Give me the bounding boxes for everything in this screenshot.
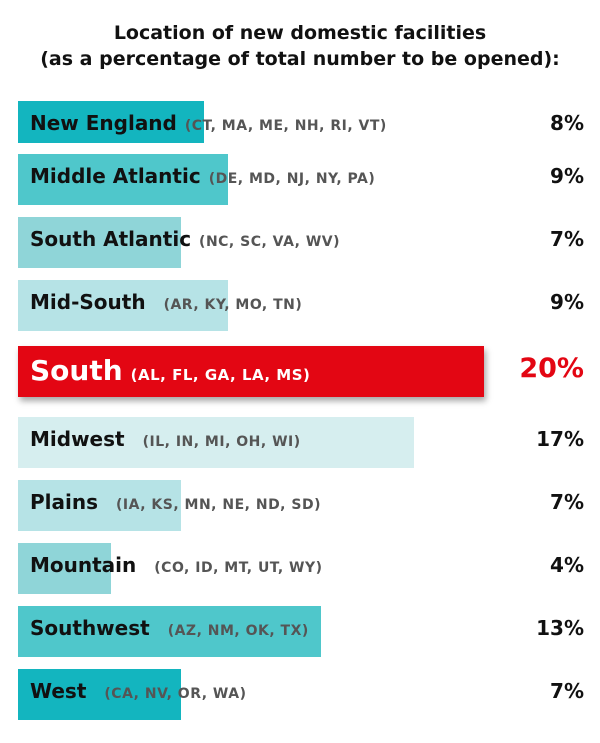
region-states: (CA, NV, OR, WA) [104, 686, 247, 702]
row-label: Mountain (CO, ID, MT, UT, WY) [30, 553, 323, 577]
chart-title-line-1: Location of new domestic facilities [113, 22, 487, 44]
value-label: 9% [550, 290, 584, 314]
chart-title-line-2: (as a percentage of total number to be o… [40, 48, 560, 70]
bar-mid-south [18, 280, 228, 331]
bar-plains [18, 480, 181, 531]
value-label: 13% [536, 616, 584, 640]
region-name: New England [30, 111, 177, 135]
bar-mountain [18, 543, 111, 594]
region-states: (CO, ID, MT, UT, WY) [154, 560, 323, 576]
bar-south-atlantic [18, 217, 181, 268]
value-label: 20% [519, 353, 584, 384]
row-label: South (AL, FL, GA, LA, MS) [30, 354, 310, 387]
region-states: (IL, IN, MI, OH, WI) [142, 434, 301, 450]
region-name: Middle Atlantic [30, 164, 201, 188]
region-name: Plains [30, 490, 99, 514]
region-name: West [30, 679, 87, 703]
region-states: (AL, FL, GA, LA, MS) [130, 366, 311, 384]
region-name: Midwest [30, 427, 125, 451]
region-name: Southwest [30, 616, 150, 640]
region-states: (CT, MA, ME, NH, RI, VT) [184, 118, 387, 134]
region-states: (AR, KY, MO, TN) [163, 297, 303, 313]
value-label: 7% [550, 227, 584, 251]
value-label: 17% [536, 427, 584, 451]
value-label: 8% [550, 111, 584, 135]
value-label: 7% [550, 490, 584, 514]
bar-south [18, 346, 484, 397]
region-states: (DE, MD, NJ, NY, PA) [208, 171, 376, 187]
region-states: (IA, KS, MN, NE, ND, SD) [116, 497, 321, 513]
row-label: Southwest (AZ, NM, OK, TX) [30, 616, 309, 640]
row-label: South Atlantic (NC, SC, VA, WV) [30, 227, 340, 251]
region-states: (AZ, NM, OK, TX) [167, 623, 309, 639]
row-label: Midwest (IL, IN, MI, OH, WI) [30, 427, 301, 451]
bar-new-england [18, 101, 204, 143]
bar-southwest [18, 606, 321, 657]
row-label: Middle Atlantic (DE, MD, NJ, NY, PA) [30, 164, 375, 188]
region-name: South [30, 354, 123, 387]
bar-midwest [18, 417, 414, 468]
bar-middle-atlantic [18, 154, 228, 205]
value-label: 7% [550, 679, 584, 703]
value-label: 4% [550, 553, 584, 577]
row-label: New England (CT, MA, ME, NH, RI, VT) [30, 111, 387, 135]
row-label: West (CA, NV, OR, WA) [30, 679, 246, 703]
region-states: (NC, SC, VA, WV) [199, 234, 341, 250]
region-name: South Atlantic [30, 227, 192, 251]
bar-west [18, 669, 181, 720]
region-name: Mid-South [30, 290, 146, 314]
region-name: Mountain [30, 553, 137, 577]
row-label: Mid-South (AR, KY, MO, TN) [30, 290, 302, 314]
row-label: Plains (IA, KS, MN, NE, ND, SD) [30, 490, 321, 514]
value-label: 9% [550, 164, 584, 188]
